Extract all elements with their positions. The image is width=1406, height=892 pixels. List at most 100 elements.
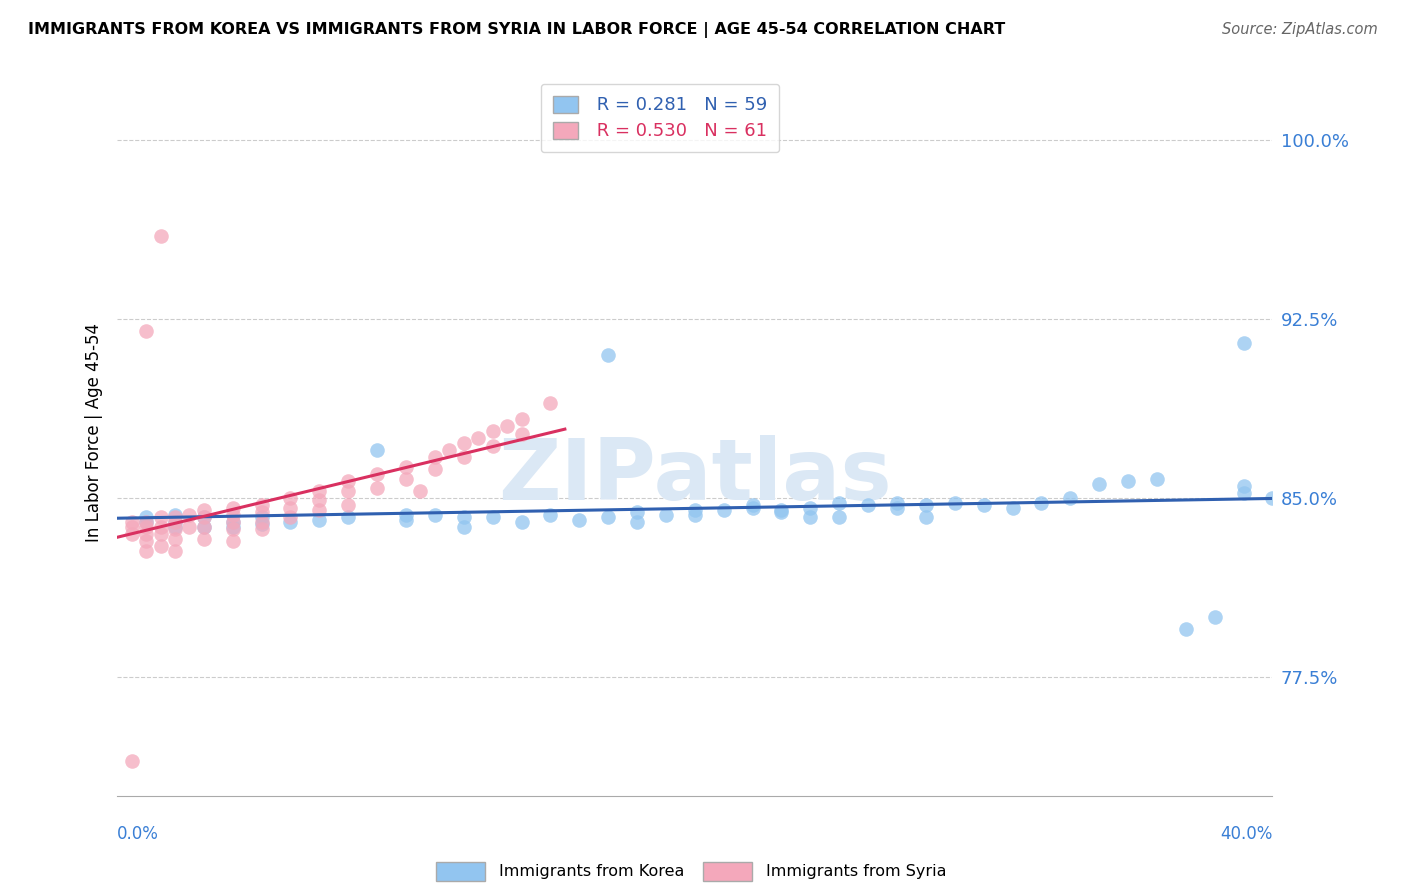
Point [135,543,157,558]
Point [395,512,418,526]
Point [423,508,446,522]
Point [1031,496,1053,510]
Point [193,519,215,533]
Point [222,515,245,529]
Point [510,515,533,529]
Point [135,526,157,541]
Text: IMMIGRANTS FROM KOREA VS IMMIGRANTS FROM SYRIA IN LABOR FORCE | AGE 45-54 CORREL: IMMIGRANTS FROM KOREA VS IMMIGRANTS FROM… [28,22,1005,38]
Point [149,519,172,533]
Point [366,482,388,496]
Point [713,503,735,517]
Point [149,228,172,243]
Point [770,503,793,517]
Point [915,498,938,512]
Point [149,510,172,524]
Point [222,500,245,515]
Point [193,510,215,524]
Point [1204,610,1226,624]
Point [770,505,793,519]
Point [121,519,143,533]
Point [337,483,360,498]
Point [683,503,706,517]
Text: Immigrants from Syria: Immigrants from Syria [766,864,946,879]
Point [439,443,461,458]
Point [423,462,446,476]
Point [799,500,821,515]
Point [1232,335,1254,350]
Point [828,496,851,510]
Text: Source: ZipAtlas.com: Source: ZipAtlas.com [1222,22,1378,37]
Point [222,533,245,548]
Text: ZIPatlas: ZIPatlas [498,434,891,517]
Point [308,483,330,498]
Point [308,512,330,526]
Point [163,515,186,529]
Point [395,460,418,475]
Point [179,519,201,533]
Legend:  R = 0.281   N = 59,  R = 0.530   N = 61: R = 0.281 N = 59, R = 0.530 N = 61 [541,84,779,153]
Point [280,491,302,505]
Point [1088,476,1111,491]
Point [886,500,908,515]
Point [1116,475,1139,489]
Point [163,515,186,529]
Point [1059,491,1081,505]
Point [121,515,143,529]
Point [481,510,503,524]
Point [149,539,172,553]
Point [481,438,503,452]
Point [222,515,245,529]
Point [193,532,215,546]
Point [250,515,273,529]
Point [308,493,330,508]
Point [135,533,157,548]
Point [222,508,245,522]
Point [280,500,302,515]
Text: 40.0%: 40.0% [1220,825,1272,843]
Point [135,519,157,533]
Point [856,498,879,512]
Point [193,503,215,517]
Point [510,426,533,441]
Point [1232,486,1254,500]
Point [453,450,475,465]
Point [568,512,591,526]
Point [250,498,273,512]
Point [799,510,821,524]
Point [741,500,763,515]
Point [149,526,172,541]
Point [163,543,186,558]
Point [741,498,763,512]
Point [135,324,157,338]
Point [538,395,561,409]
Point [973,498,995,512]
Point [222,519,245,533]
Point [453,519,475,533]
Point [1261,491,1284,505]
Point [135,515,157,529]
Point [496,419,519,434]
Point [193,510,215,524]
Point [163,522,186,536]
Point [481,424,503,438]
Point [598,510,620,524]
Point [366,467,388,482]
Point [1146,472,1168,486]
Point [828,510,851,524]
Point [538,508,561,522]
Point [366,443,388,458]
Point [395,472,418,486]
Point [250,517,273,532]
Point [337,475,360,489]
Point [1001,500,1024,515]
Y-axis label: In Labor Force | Age 45-54: In Labor Force | Age 45-54 [86,323,103,542]
Point [163,519,186,533]
Text: Immigrants from Korea: Immigrants from Korea [499,864,685,879]
Point [626,505,648,519]
Point [337,498,360,512]
Point [467,431,489,445]
Point [250,510,273,524]
Point [395,508,418,522]
Point [250,505,273,519]
Point [510,412,533,426]
